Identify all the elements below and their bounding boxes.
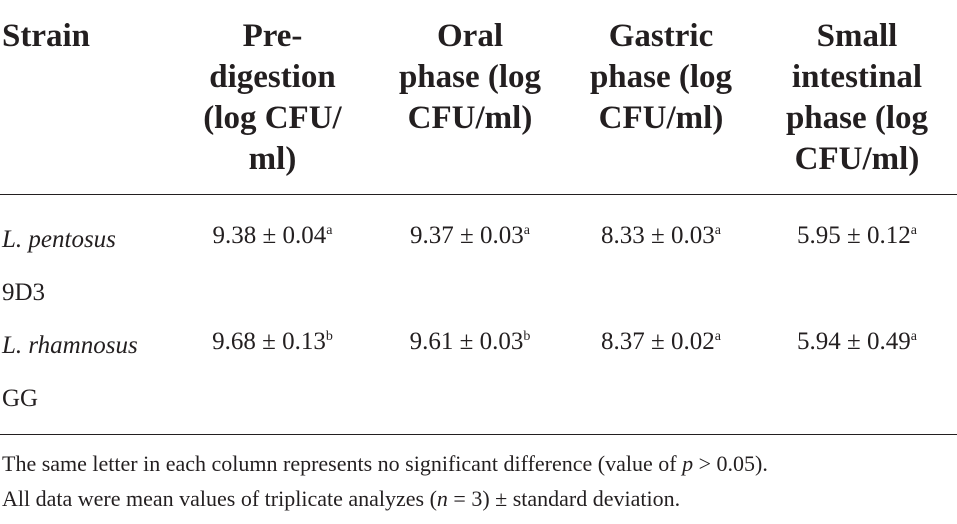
footnote-method: All data were mean values of triplicate … bbox=[2, 482, 680, 515]
value-cell: 5.94 ± 0.49a bbox=[757, 319, 957, 425]
significance-letter: a bbox=[910, 223, 917, 238]
strain-species: L. rhamnosus bbox=[2, 319, 170, 372]
value-cell: 9.68 ± 0.13b bbox=[170, 319, 375, 425]
footnote-text: All data were mean values of triplicate … bbox=[2, 486, 437, 511]
significance-letter: a bbox=[326, 223, 333, 238]
strain-italic: L. rhamnosus bbox=[2, 332, 138, 359]
significance-letter: a bbox=[523, 223, 530, 238]
strain-cell: L. pentosus 9D3 bbox=[0, 195, 170, 320]
header-pre-digestion: Pre- digestion (log CFU/ ml) bbox=[170, 8, 375, 195]
strain-species: L. pentosus bbox=[2, 213, 170, 266]
header-gastric-phase: Gastric phase (log CFU/ml) bbox=[565, 8, 757, 195]
header-line: digestion bbox=[209, 59, 336, 95]
table-row: L. rhamnosus GG 9.68 ± 0.13b 9.61 ± 0.03… bbox=[0, 319, 957, 425]
table-bottom-rule bbox=[0, 434, 957, 435]
header-line: Small bbox=[816, 18, 898, 54]
significance-letter: b bbox=[325, 329, 333, 344]
cell-value: 8.33 ± 0.03 bbox=[601, 222, 715, 249]
header-line: Gastric bbox=[608, 18, 714, 54]
header-strain: Strain bbox=[2, 18, 91, 54]
header-line: intestinal bbox=[791, 59, 923, 95]
significance-letter: a bbox=[714, 329, 721, 344]
header-small-intestinal-phase: Small intestinal phase (log CFU/ml) bbox=[757, 8, 957, 195]
header-line: CFU/ml) bbox=[794, 141, 920, 177]
value-cell: 9.38 ± 0.04a bbox=[170, 195, 375, 320]
footnote-n-symbol: n bbox=[436, 486, 448, 511]
value-cell: 5.95 ± 0.12a bbox=[757, 195, 957, 320]
cell-value: 9.38 ± 0.04 bbox=[212, 222, 327, 249]
footnote-significance: The same letter in each column represent… bbox=[2, 447, 768, 480]
value-cell: 9.37 ± 0.03a bbox=[375, 195, 565, 320]
header-line: phase (log bbox=[785, 100, 929, 136]
significance-letter: a bbox=[910, 329, 917, 344]
strain-cell: L. rhamnosus GG bbox=[0, 319, 170, 425]
strain-italic: L. pentosus bbox=[2, 226, 116, 253]
header-line: (log CFU/ bbox=[203, 100, 342, 136]
cell-value: 8.37 ± 0.02 bbox=[601, 328, 715, 355]
header-line: Pre- bbox=[242, 18, 303, 54]
cell-value: 5.94 ± 0.49 bbox=[797, 328, 911, 355]
significance-letter: b bbox=[523, 329, 531, 344]
header-oral-phase: Oral phase (log CFU/ml) bbox=[375, 8, 565, 195]
results-table: Strain Pre- digestion (log CFU/ ml) Oral… bbox=[0, 8, 957, 425]
strain-id: GG bbox=[2, 385, 39, 412]
value-cell: 9.61 ± 0.03b bbox=[375, 319, 565, 425]
footnote-text: The same letter in each column represent… bbox=[2, 451, 683, 476]
strain-id: 9D3 bbox=[2, 279, 46, 306]
header-line: phase (log bbox=[398, 59, 542, 95]
table-row: L. pentosus 9D3 9.38 ± 0.04a 9.37 ± 0.03… bbox=[0, 195, 957, 320]
footnote-text: = 3) ± standard deviation. bbox=[447, 486, 681, 511]
header-line: Oral bbox=[437, 18, 503, 54]
header-line: CFU/ml) bbox=[407, 100, 533, 136]
value-cell: 8.33 ± 0.03a bbox=[565, 195, 757, 320]
cell-value: 9.68 ± 0.13 bbox=[212, 328, 326, 355]
footnote-text: > 0.05). bbox=[693, 451, 768, 476]
cell-value: 5.95 ± 0.12 bbox=[797, 222, 911, 249]
significance-letter: a bbox=[714, 223, 721, 238]
header-row: Strain Pre- digestion (log CFU/ ml) Oral… bbox=[0, 8, 957, 195]
header-line: CFU/ml) bbox=[598, 100, 724, 136]
cell-value: 9.61 ± 0.03 bbox=[409, 328, 524, 355]
cell-value: 9.37 ± 0.03 bbox=[410, 222, 524, 249]
header-line: ml) bbox=[248, 141, 297, 177]
value-cell: 8.37 ± 0.02a bbox=[565, 319, 757, 425]
footnote-p-symbol: p bbox=[682, 451, 694, 476]
header-line: phase (log bbox=[589, 59, 733, 95]
